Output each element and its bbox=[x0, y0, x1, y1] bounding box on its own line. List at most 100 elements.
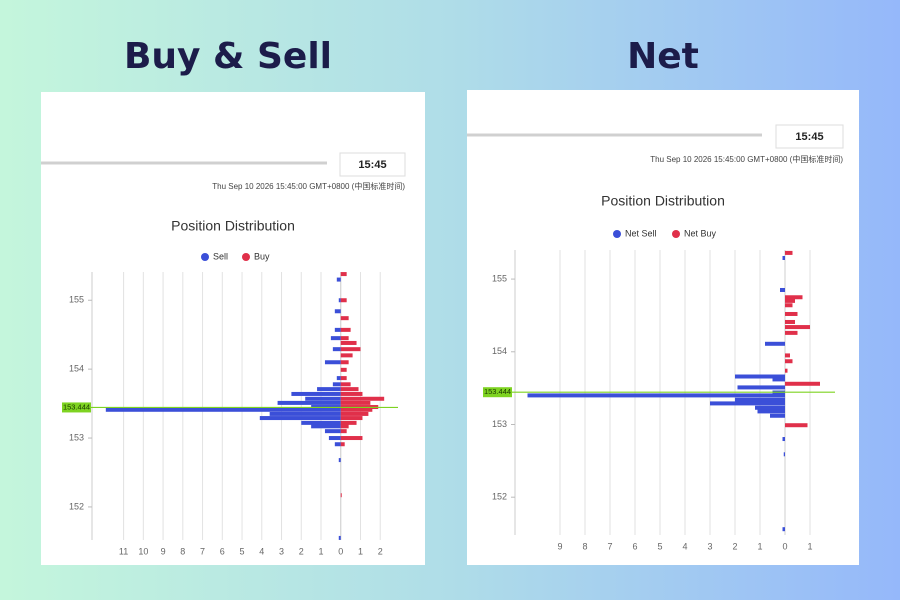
bar bbox=[757, 409, 785, 414]
bar bbox=[340, 420, 357, 425]
bar bbox=[785, 250, 793, 255]
timestamp: Thu Sep 10 2026 15:45:00 GMT+0800 (中国标准时… bbox=[650, 154, 843, 164]
bar bbox=[340, 391, 363, 396]
chart-title: Position Distribution bbox=[601, 193, 725, 209]
bar bbox=[340, 387, 359, 392]
y-tick-label: 154 bbox=[492, 346, 507, 356]
bar bbox=[783, 452, 785, 457]
bar bbox=[785, 303, 793, 308]
x-tick-label: 4 bbox=[682, 541, 687, 551]
legend-marker[interactable] bbox=[242, 253, 250, 261]
bar bbox=[710, 401, 785, 406]
legend-marker[interactable] bbox=[613, 230, 621, 238]
bar bbox=[332, 347, 341, 352]
reference-label-box bbox=[483, 387, 512, 398]
x-tick-label: 7 bbox=[200, 546, 205, 556]
x-tick-label: 5 bbox=[657, 541, 662, 551]
x-tick-label: 10 bbox=[138, 546, 148, 556]
x-tick-label: 8 bbox=[180, 546, 185, 556]
bar bbox=[301, 420, 341, 425]
bar bbox=[340, 360, 349, 365]
bar bbox=[782, 255, 785, 260]
bar bbox=[311, 424, 341, 429]
bar bbox=[340, 382, 351, 387]
bar bbox=[336, 376, 341, 381]
panel-heading: Buy & Sell bbox=[124, 36, 332, 77]
bar bbox=[765, 341, 785, 346]
bar bbox=[735, 374, 785, 379]
bar bbox=[785, 359, 793, 364]
bar bbox=[785, 423, 808, 428]
bar bbox=[330, 336, 341, 341]
x-tick-label: 2 bbox=[299, 546, 304, 556]
bar bbox=[737, 385, 785, 390]
legend-label[interactable]: Net Buy bbox=[684, 228, 717, 238]
bar bbox=[324, 429, 341, 434]
bar bbox=[340, 400, 371, 405]
x-tick-label: 2 bbox=[378, 546, 383, 556]
reference-label-box bbox=[62, 402, 91, 413]
time-box[interactable] bbox=[339, 152, 406, 177]
bar bbox=[785, 311, 798, 316]
bar bbox=[291, 391, 341, 396]
bar bbox=[340, 429, 347, 434]
bar bbox=[277, 400, 341, 405]
bar bbox=[340, 353, 353, 358]
x-tick-label: 2 bbox=[732, 541, 737, 551]
bar bbox=[527, 393, 785, 398]
y-tick-label: 152 bbox=[69, 501, 84, 511]
x-tick-label: 1 bbox=[318, 546, 323, 556]
bar bbox=[259, 416, 341, 421]
x-tick-label: 3 bbox=[279, 546, 284, 556]
bar bbox=[305, 396, 341, 401]
y-tick-label: 153 bbox=[492, 419, 507, 429]
bar bbox=[338, 535, 341, 540]
legend-label[interactable]: Sell bbox=[213, 251, 228, 261]
chart-title: Position Distribution bbox=[171, 218, 295, 234]
x-tick-label: 9 bbox=[161, 546, 166, 556]
legend-marker[interactable] bbox=[201, 253, 209, 261]
bar bbox=[340, 376, 347, 381]
x-tick-label: 3 bbox=[707, 541, 712, 551]
bar bbox=[785, 298, 795, 303]
bar bbox=[340, 407, 373, 412]
legend-marker[interactable] bbox=[672, 230, 680, 238]
bar bbox=[334, 309, 341, 314]
time-value: 15:45 bbox=[795, 131, 823, 143]
y-tick-label: 152 bbox=[492, 492, 507, 502]
bar bbox=[317, 387, 341, 392]
x-tick-label: 6 bbox=[632, 541, 637, 551]
bar bbox=[785, 368, 788, 373]
x-tick-label: 11 bbox=[119, 546, 128, 556]
reference-label: 153.444 bbox=[63, 402, 90, 411]
x-tick-label: 7 bbox=[607, 541, 612, 551]
bar bbox=[770, 413, 785, 418]
bar bbox=[340, 340, 357, 345]
bar bbox=[340, 327, 351, 332]
panel-heading: Net bbox=[627, 36, 699, 77]
bar bbox=[785, 353, 790, 358]
reference-label: 153.444 bbox=[484, 387, 511, 396]
x-tick-label: 8 bbox=[582, 541, 587, 551]
x-tick-label: 0 bbox=[782, 541, 787, 551]
y-tick-label: 153 bbox=[69, 432, 84, 442]
legend-label[interactable]: Net Sell bbox=[625, 228, 657, 238]
y-tick-label: 155 bbox=[492, 273, 507, 283]
time-value: 15:45 bbox=[358, 159, 386, 171]
bar bbox=[340, 442, 345, 447]
bar bbox=[324, 360, 341, 365]
bar bbox=[785, 319, 795, 324]
bar bbox=[340, 424, 349, 429]
bar bbox=[772, 377, 785, 382]
bar bbox=[785, 381, 820, 386]
bar bbox=[735, 397, 785, 402]
time-box[interactable] bbox=[775, 124, 844, 149]
x-tick-label: 9 bbox=[557, 541, 562, 551]
bar bbox=[328, 436, 341, 441]
bar bbox=[785, 330, 798, 335]
bar bbox=[340, 336, 349, 341]
bar bbox=[340, 316, 349, 321]
bar bbox=[105, 407, 341, 412]
legend-label[interactable]: Buy bbox=[254, 251, 270, 261]
